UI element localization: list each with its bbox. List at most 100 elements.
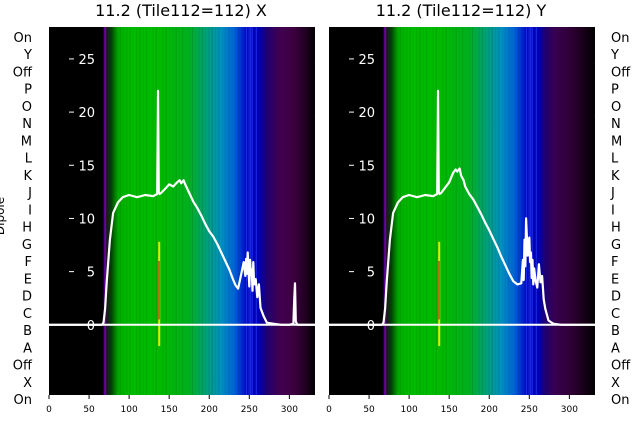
x-tick-label: 100: [121, 405, 138, 415]
dipole-label: P: [24, 83, 32, 98]
y-tick-label: 5: [87, 266, 95, 281]
spectrum-streak: [508, 27, 510, 395]
spectrum-streak: [185, 27, 186, 395]
y-tick-label: 15: [78, 159, 95, 174]
y-tick-label-right: 20: [314, 106, 331, 121]
spectrum-streak: [455, 27, 457, 395]
dipole-label: F: [611, 255, 618, 270]
y-tick-label-right: 10: [594, 212, 611, 227]
spectrum-streak: [129, 27, 131, 395]
spectrum-streak: [501, 27, 502, 395]
y-tick-label: 0: [87, 319, 95, 334]
y-tick-label: 0: [367, 319, 375, 334]
spectrum-streak: [448, 27, 451, 395]
dipole-label: E: [24, 272, 32, 287]
x-tick-label: 0: [326, 405, 332, 415]
dipole-label: I: [28, 203, 32, 218]
dipole-label: G: [22, 238, 32, 253]
x-tick-label: 300: [561, 405, 578, 415]
spectrum-streak: [237, 27, 240, 395]
spectrum-streak: [498, 27, 500, 395]
x-tick-label: 250: [241, 405, 258, 415]
spectrum-streak: [491, 27, 493, 395]
spectrum-streak: [149, 27, 150, 395]
y-tick-label-right: 25: [594, 53, 611, 68]
spectrum-streak: [145, 27, 148, 395]
dipole-label: Y: [610, 48, 619, 63]
spectrum-streak: [258, 27, 259, 395]
chart-title: 11.2 (Tile112=112) Y: [376, 1, 547, 20]
spectrum-streak: [155, 27, 158, 395]
dipole-label: X: [611, 376, 620, 391]
spectrum-streak: [254, 27, 256, 395]
spectrum-streak: [514, 27, 516, 395]
spectrum-streak: [172, 27, 174, 395]
spectrum-streak: [195, 27, 196, 395]
spectrum-streak: [246, 27, 248, 395]
series-line: [49, 89, 315, 326]
dipole-label: Off: [13, 359, 33, 374]
spectrum-streak: [142, 27, 144, 395]
spectrum-streak: [211, 27, 213, 395]
dipole-label: D: [611, 290, 621, 305]
spectrum-streak: [468, 27, 470, 395]
spectrum-streak: [422, 27, 424, 395]
x-tick-label: 250: [521, 405, 538, 415]
dipole-label: A: [611, 341, 620, 356]
dipole-label: A: [23, 341, 32, 356]
spectrum-streak: [162, 27, 164, 395]
dipole-label: Off: [611, 359, 631, 374]
spectrum-streak: [132, 27, 135, 395]
spectrum-streak: [250, 27, 252, 395]
spectrum-streak: [165, 27, 167, 395]
spectrum-streak: [396, 27, 398, 395]
y-tick-label-right: 0: [594, 319, 602, 334]
spectrum-streak: [178, 27, 180, 395]
spectrum-streak: [406, 27, 408, 395]
dipole-label: N: [22, 117, 32, 132]
spectrum-streak: [445, 27, 447, 395]
spectrum-streak: [139, 27, 141, 395]
dipole-label: K: [23, 169, 32, 184]
spectrum-streak: [416, 27, 418, 395]
spectrum-streak: [517, 27, 520, 395]
spectrum-streak: [458, 27, 460, 395]
spectrum-streak: [465, 27, 466, 395]
plot-area-1: 0 0 5 5 10 10 15 15 20 20 25 25: [329, 27, 611, 395]
spectrum-streak: [504, 27, 506, 395]
spectrum-streak: [126, 27, 128, 395]
spectrum-streak: [152, 27, 154, 395]
spectrum-streak: [442, 27, 444, 395]
spectrum-streak: [175, 27, 177, 395]
dipole-label: G: [611, 238, 621, 253]
spectrum-streak: [251, 27, 253, 395]
spectrum-streak: [123, 27, 124, 395]
dipole-label: On: [611, 31, 629, 46]
spectrum-streak: [462, 27, 464, 395]
x-tick-label: 100: [401, 405, 418, 415]
dipole-label: F: [25, 255, 32, 270]
spectrum-streak: [136, 27, 138, 395]
spectrum-streak: [429, 27, 430, 395]
dipole-label: E: [611, 272, 619, 287]
x-tick-label: 300: [281, 405, 298, 415]
spectrum-streak: [260, 27, 263, 395]
rfi-feature: [158, 260, 160, 320]
y-tick-label-right: 25: [314, 53, 331, 68]
dipole-label: B: [23, 324, 32, 339]
spectrum-background: [329, 27, 595, 395]
spectrum-streak: [231, 27, 232, 395]
spectrum-background: [49, 27, 315, 395]
spectrum-streak: [205, 27, 207, 395]
y-tick-label-right: 0: [314, 319, 322, 334]
spectrum-streak: [412, 27, 415, 395]
dipole-label: C: [23, 307, 32, 322]
x-tick-label: 150: [441, 405, 458, 415]
dipole-label: K: [611, 169, 620, 184]
spectrum-streak: [234, 27, 236, 395]
spectrum-streak: [403, 27, 404, 395]
spectrum-streak: [116, 27, 118, 395]
y-tick-label: 10: [78, 212, 95, 227]
spectrum-streak: [241, 27, 243, 395]
